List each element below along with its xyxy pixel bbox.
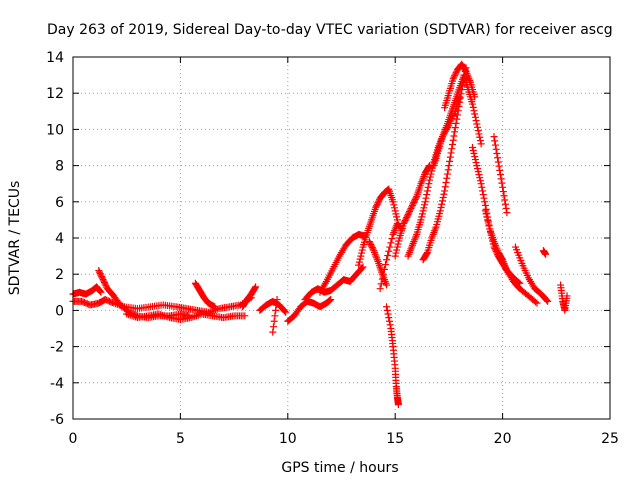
series-arc-j [301, 263, 367, 304]
x-tick-label: 10 [279, 431, 297, 447]
x-tick-label: 25 [601, 431, 619, 447]
series-arc-p [391, 162, 434, 260]
grid [73, 57, 610, 419]
y-axis-ticks: -6 -4 -2 0 2 4 6 8 10 12 14 [46, 50, 610, 428]
series-arc-t [441, 60, 479, 112]
y-tick-label: -4 [50, 376, 64, 392]
x-tick-label: 20 [494, 431, 512, 447]
plot-frame [72, 56, 611, 420]
y-tick-label: 0 [55, 303, 64, 319]
data-point-markers [123, 310, 249, 323]
series-arc-r [419, 64, 470, 264]
series-arc-c [95, 267, 193, 322]
data-points [69, 60, 571, 409]
data-point-markers [376, 220, 406, 293]
series-arc-v [481, 207, 541, 307]
series-arc-z [557, 281, 571, 314]
data-point-markers [490, 133, 511, 217]
data-point-markers [441, 60, 479, 112]
y-tick-label: 4 [55, 231, 64, 247]
data-point-markers [391, 162, 434, 260]
data-point-markers [365, 238, 391, 289]
data-point-markers [69, 283, 105, 298]
data-point-markers [95, 267, 193, 322]
data-point-markers [430, 71, 485, 170]
series-arc-i [284, 296, 335, 325]
data-point-markers [469, 144, 524, 287]
series-arc-w [490, 133, 511, 217]
series-arc-d [123, 310, 249, 323]
data-point-markers [284, 296, 335, 325]
series-arc-s [430, 71, 485, 170]
data-point-markers [191, 279, 219, 311]
series-arc-k [316, 230, 369, 296]
series-arc-l [355, 185, 401, 269]
chart-title: Day 263 of 2019, Sidereal Day-to-day VTE… [47, 22, 613, 38]
y-tick-label: 12 [46, 86, 64, 102]
data-point-markers [511, 243, 552, 305]
series-arc-y [539, 247, 550, 258]
data-point-markers [419, 64, 470, 264]
series-arc-o [383, 303, 402, 409]
y-tick-label: 8 [55, 159, 64, 175]
series-arc-m [365, 238, 391, 289]
x-tick-label: 0 [69, 431, 78, 447]
data-point-markers [301, 263, 367, 304]
data-point-markers [481, 207, 541, 307]
y-axis-label: SDTVAR / TECUs [7, 181, 23, 296]
series-arc-u [469, 144, 524, 287]
x-tick-label: 5 [176, 431, 185, 447]
y-tick-label: -6 [50, 412, 64, 428]
series-arc-b [69, 283, 105, 298]
data-point-markers [239, 283, 260, 311]
data-point-markers [316, 230, 369, 296]
y-tick-label: 10 [46, 122, 64, 138]
series-arc-e [191, 279, 219, 311]
series-arc-f [239, 283, 260, 311]
data-point-markers [256, 297, 290, 316]
series-arc-g [256, 297, 290, 316]
data-point-markers [539, 247, 550, 258]
x-axis-ticks: 0 5 10 15 20 25 [69, 57, 619, 447]
y-tick-label: 14 [46, 50, 64, 66]
series-arc-n [376, 220, 406, 293]
x-tick-label: 15 [386, 431, 404, 447]
series-arc-x [511, 243, 552, 305]
data-point-markers [269, 296, 281, 336]
x-axis-label: GPS time / hours [281, 460, 398, 476]
data-point-markers [355, 185, 401, 269]
y-tick-label: 2 [55, 267, 64, 283]
series-arc-h [269, 296, 281, 336]
data-point-markers [383, 303, 402, 409]
y-tick-label: -2 [50, 340, 64, 356]
y-tick-label: 6 [55, 195, 64, 211]
data-point-markers [557, 281, 571, 314]
